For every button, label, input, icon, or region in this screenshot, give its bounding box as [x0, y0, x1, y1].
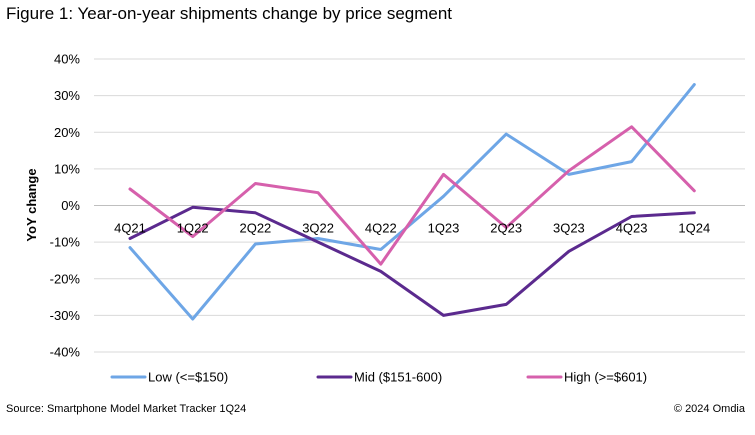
x-tick-label: 2Q22	[239, 221, 271, 236]
x-tick-label: 4Q22	[365, 221, 397, 236]
legend-label: Low (<=$150)	[148, 370, 228, 385]
y-tick-label: 10%	[54, 161, 80, 176]
series-lines	[128, 83, 696, 321]
x-tick-label: 1Q24	[678, 221, 710, 236]
y-tick-label: 0%	[61, 198, 80, 213]
x-tick-label: 2Q23	[490, 221, 522, 236]
copyright-note: © 2024 Omdia	[673, 403, 745, 415]
y-tick-label: -10%	[50, 235, 81, 250]
x-tick-label: 4Q23	[616, 221, 648, 236]
y-tick-label: 40%	[54, 52, 80, 67]
y-axis-label: YoY change	[24, 168, 39, 241]
series-line	[128, 83, 696, 321]
y-tick-label: -30%	[50, 308, 81, 323]
series-line	[128, 125, 696, 266]
page-title: Figure 1: Year-on-year shipments change …	[6, 4, 453, 23]
x-tick-label: 1Q23	[428, 221, 460, 236]
x-tick-label: 1Q22	[177, 221, 209, 236]
x-tick-label: 4Q21	[114, 221, 146, 236]
legend: Low (<=$150) Mid ($151-600) High (>=$601)	[110, 370, 647, 385]
legend-label: Mid ($151-600)	[354, 370, 442, 385]
gridlines	[94, 58, 745, 353]
x-axis-ticks: 4Q21 1Q22 2Q22 3Q22 4Q22 1Q23 2Q23 3Q23 4Q23 1Q24	[114, 221, 710, 236]
y-tick-label: -20%	[50, 271, 81, 286]
y-tick-label: 20%	[54, 125, 80, 140]
source-note: Source: Smartphone Model Market Tracker …	[6, 403, 247, 415]
y-tick-label: 30%	[54, 88, 80, 103]
x-tick-label: 3Q22	[302, 221, 334, 236]
y-axis-ticks: 40% 30% 20% 10% 0% -10% -20% -30% -40%	[50, 52, 81, 360]
x-tick-label: 3Q23	[553, 221, 585, 236]
legend-label: High (>=$601)	[564, 370, 647, 385]
y-tick-label: -40%	[50, 345, 81, 360]
